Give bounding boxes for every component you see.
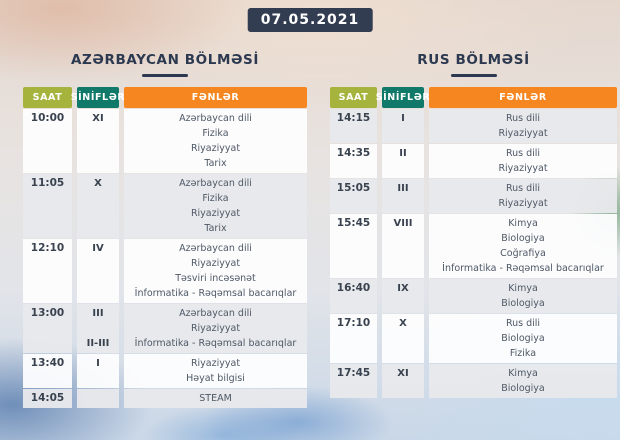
cell-time: 10:00 [23,109,72,173]
column-header-fenler: FƏNLƏR [429,87,617,108]
cell-subjects: Rus dili Biologiya Fizika [429,314,617,363]
column-header-sinifler: SİNİFLƏR [376,87,430,108]
cell-subjects: STEAM [124,389,307,408]
cell-time: 12:10 [23,239,72,303]
schedule-table-azerbaijani: SAAT SİNİFLƏR FƏNLƏR 10:00 XI Azərbaycan d… [23,87,307,408]
cell-subjects: Kimya Biologiya [429,279,617,313]
column-header-saat: SAAT [23,87,72,108]
cell-subjects: Rus dili Riyaziyyat [429,144,617,178]
cell-class: X [382,314,424,363]
cell-time: 16:40 [330,279,377,313]
date-badge: 07.05.2021 [247,8,373,32]
cell-class: I [77,354,119,388]
cell-time: 13:40 [23,354,72,388]
title-underline [450,74,497,77]
cell-subjects: Kimya Biologiya [429,364,617,398]
cell-subjects: Azərbaycan dili Fizika Riyaziyyat Tarix [124,109,307,173]
cell-time: 14:15 [330,109,377,143]
cell-subjects: Azərbaycan dili Riyaziyyat İnformatika - R… [124,304,307,353]
section-russian: RUS BÖLMƏSİ SAAT SİNİFLƏR FƏNLƏR 14:15 I R… [330,52,617,398]
cell-class: III II-III [77,304,119,353]
cell-subjects: Azərbaycan dili Riyaziyyat Təsviri incəsən… [124,239,307,303]
cell-class: I [382,109,424,143]
cell-time: 14:05 [23,389,72,408]
schedule-table-russian: SAAT SİNİFLƏR FƏNLƏR 14:15 I Rus dili Riyaz… [330,87,617,398]
section-title-azerbaijani: AZƏRBAYCAN BÖLMƏSİ [70,52,259,68]
column-header-fenler: FƏNLƏR [124,87,307,108]
cell-time: 14:35 [330,144,377,178]
cell-class: XI [77,109,119,173]
cell-time: 15:05 [330,179,377,213]
cell-subjects: Azərbaycan dili Fizika Riyaziyyat Tarix [124,174,307,238]
column-header-sinifler: SİNİFLƏR [71,87,125,108]
cell-subjects: Rus dili Riyaziyyat [429,179,617,213]
cell-time: 15:45 [330,214,377,278]
title-underline [142,74,188,77]
cell-class: II [382,144,424,178]
column-header-saat: SAAT [330,87,377,108]
cell-time: 11:05 [23,174,72,238]
cell-class: IX [382,279,424,313]
cell-class [77,389,119,408]
cell-time: 17:10 [330,314,377,363]
cell-class: VIII [382,214,424,278]
cell-time: 17:45 [330,364,377,398]
section-azerbaijani: AZƏRBAYCAN BÖLMƏSİ SAAT SİNİFLƏR FƏNLƏR … [23,52,307,408]
cell-class: IV [77,239,119,303]
cell-time: 13:00 [23,304,72,353]
cell-class: X [77,174,119,238]
cell-subjects: Kimya Biologiya Coğrafiya İnformatika - Rəq… [429,214,617,278]
cell-subjects: Riyaziyyat Həyat bilgisi [124,354,307,388]
cell-class: XI [382,364,424,398]
section-title-russian: RUS BÖLMƏSİ [417,52,530,68]
cell-subjects: Rus dili Riyaziyyat [429,109,617,143]
cell-class: III [382,179,424,213]
